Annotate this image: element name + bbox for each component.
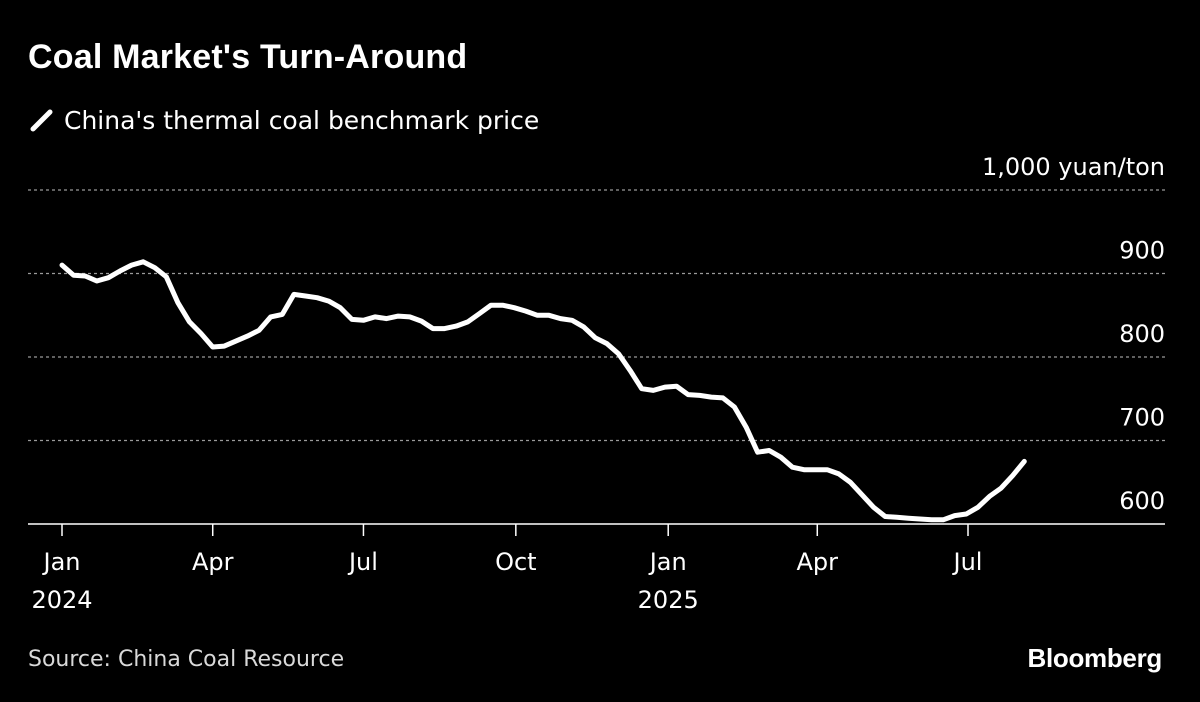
series-line-thermal-coal-price — [59, 259, 1027, 523]
x-tick-year-0: 2024 — [31, 586, 92, 614]
legend-line-icon — [30, 109, 53, 132]
x-axis: Jan 2024 Apr Jul Oct Jan 2025 Apr Jul — [31, 524, 982, 614]
legend: China's thermal coal benchmark price — [28, 103, 539, 137]
bloomberg-logo: Bloomberg — [1027, 643, 1162, 673]
x-tick-label-5: Apr — [797, 548, 839, 576]
y-axis-labels: 1,000 yuan/ton 900 800 700 600 — [982, 153, 1165, 515]
legend-label: China's thermal coal benchmark price — [64, 105, 540, 135]
x-tick-label-4: Jan — [648, 548, 687, 576]
source-note: Source: China Coal Resource — [28, 647, 345, 672]
line-chart: 1,000 yuan/ton 900 800 700 600 Jan 2024 Apr Jul… — [28, 153, 1165, 614]
chart-title: Coal Market's Turn-Around — [28, 38, 468, 76]
x-tick-label-6: Jul — [952, 548, 983, 576]
y-tick-label-1000: 1,000 yuan/ton — [982, 153, 1165, 181]
x-tick-label-3: Oct — [495, 548, 537, 576]
x-tick-label-0: Jan — [42, 548, 81, 576]
y-tick-label-700: 700 — [1119, 404, 1165, 432]
x-tick-label-1: Apr — [192, 548, 234, 576]
x-tick-year-4: 2025 — [638, 586, 699, 614]
x-tick-label-2: Jul — [347, 548, 378, 576]
y-tick-label-900: 900 — [1119, 237, 1165, 265]
y-tick-label-600: 600 — [1119, 487, 1165, 515]
gridlines — [28, 189, 1165, 442]
y-tick-label-800: 800 — [1119, 320, 1165, 348]
